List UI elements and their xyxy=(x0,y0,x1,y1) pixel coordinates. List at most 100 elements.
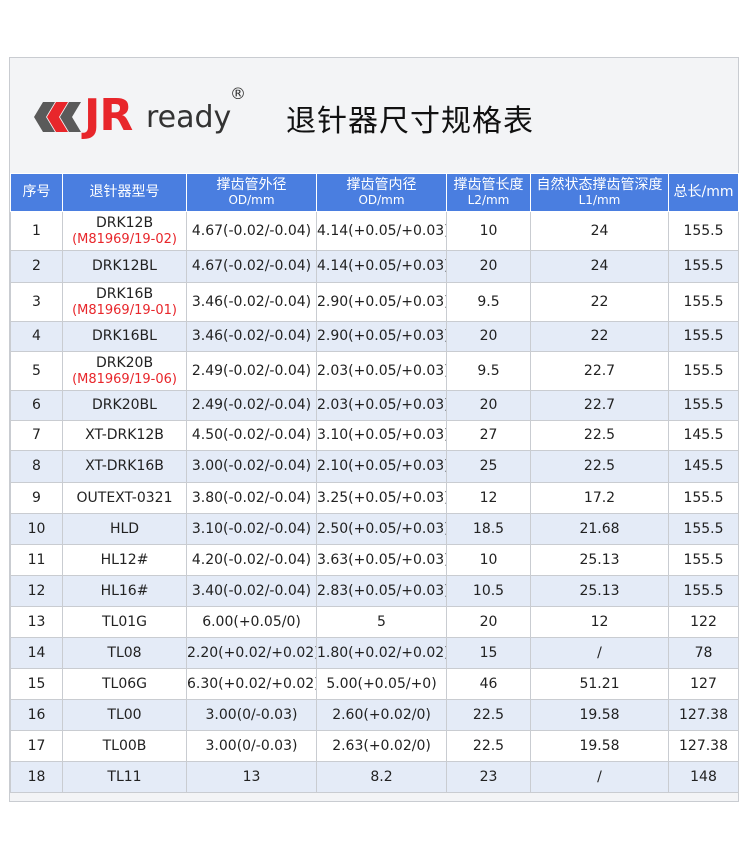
model-mil-spec: (M81969/19-06) xyxy=(72,371,177,387)
column-header: 序号 xyxy=(10,173,63,212)
cell-total: 145.5 xyxy=(668,450,739,483)
cell-id: 8.2 xyxy=(316,761,447,793)
cell-total: 127.38 xyxy=(668,730,739,762)
cell-model: HLD xyxy=(62,513,187,545)
column-header-unit: OD/mm xyxy=(228,193,275,207)
table-row: 11 HL12# 4.20(-0.02/-0.04) 3.63(+0.05/+0.03… xyxy=(10,544,739,576)
cell-od: 3.00(0/-0.03) xyxy=(186,730,317,762)
cell-od: 3.40(-0.02/-0.04) xyxy=(186,575,317,607)
cell-model: XT-DRK16B xyxy=(62,450,187,483)
column-header-unit: OD/mm xyxy=(358,193,405,207)
cell-od: 4.20(-0.02/-0.04) xyxy=(186,544,317,576)
cell-od: 3.00(0/-0.03) xyxy=(186,699,317,731)
column-header-unit: L1/mm xyxy=(578,193,621,207)
cell-od: 3.46(-0.02/-0.04) xyxy=(186,321,317,352)
cell-id: 3.25(+0.05/+0.03) xyxy=(316,482,447,514)
cell-no: 15 xyxy=(10,668,63,700)
model-name: DRK12B xyxy=(95,214,154,231)
cell-l1: 51.21 xyxy=(530,668,669,700)
cell-l1: 22.7 xyxy=(530,351,669,391)
cell-total: 155.5 xyxy=(668,482,739,514)
cell-l2: 22.5 xyxy=(446,699,531,731)
cell-total: 155.5 xyxy=(668,575,739,607)
column-header-label: 总长/mm xyxy=(673,184,734,200)
cell-id: 4.14(+0.05/+0.03) xyxy=(316,250,447,283)
cell-total: 145.5 xyxy=(668,420,739,451)
cell-no: 6 xyxy=(10,390,63,421)
cell-total: 155.5 xyxy=(668,211,739,251)
cell-id: 2.63(+0.02/0) xyxy=(316,730,447,762)
table-row: 17 TL00B 3.00(0/-0.03) 2.63(+0.02/0) 22.5 19.… xyxy=(10,730,739,762)
model-name: TL08 xyxy=(107,644,142,661)
cell-l2: 20 xyxy=(446,321,531,352)
model-name: DRK12BL xyxy=(92,258,157,274)
cell-model: DRK20B (M81969/19-06) xyxy=(62,351,187,391)
model-name: HL16# xyxy=(100,582,149,599)
cell-id: 1.80(+0.02/+0.02) xyxy=(316,637,447,669)
logo-ready-text: ready xyxy=(146,100,232,135)
column-header-label: 撑齿管长度 xyxy=(453,177,524,193)
column-header: 撑齿管内径 OD/mm xyxy=(316,173,447,212)
cell-od: 6.00(+0.05/0) xyxy=(186,606,317,638)
registered-mark: ® xyxy=(230,84,246,103)
cell-total: 155.5 xyxy=(668,321,739,352)
cell-od: 2.49(-0.02/-0.04) xyxy=(186,351,317,391)
page-title: 退针器尺寸规格表 xyxy=(286,104,534,139)
table-body: 1 DRK12B (M81969/19-02) 4.67(-0.02/-0.04) 4.… xyxy=(10,211,739,793)
cell-l1: 24 xyxy=(530,211,669,251)
table-row: 10 HLD 3.10(-0.02/-0.04) 2.50(+0.05/+0.03) 1… xyxy=(10,513,739,545)
model-mil-spec: (M81969/19-02) xyxy=(72,231,177,247)
cell-model: DRK16BL xyxy=(62,321,187,352)
cell-id: 2.10(+0.05/+0.03) xyxy=(316,450,447,483)
logo-jr-text: JR xyxy=(84,90,133,141)
cell-total: 155.5 xyxy=(668,513,739,545)
cell-no: 2 xyxy=(10,250,63,283)
model-name: HL12# xyxy=(100,551,149,568)
cell-total: 155.5 xyxy=(668,250,739,283)
table-row: 15 TL06G 6.30(+0.02/+0.02) 5.00(+0.05/+0) 46… xyxy=(10,668,739,700)
cell-no: 4 xyxy=(10,321,63,352)
cell-l2: 27 xyxy=(446,420,531,451)
cell-id: 3.10(+0.05/+0.03) xyxy=(316,420,447,451)
cell-model: TL00B xyxy=(62,730,187,762)
cell-l2: 9.5 xyxy=(446,282,531,322)
table-row: 18 TL11 13 8.2 23/148 xyxy=(10,761,739,793)
cell-model: TL01G xyxy=(62,606,187,638)
cell-no: 7 xyxy=(10,420,63,451)
cell-od: 4.67(-0.02/-0.04) xyxy=(186,250,317,283)
table-row: 1 DRK12B (M81969/19-02) 4.67(-0.02/-0.04) 4.… xyxy=(10,211,739,251)
model-name: TL01G xyxy=(101,613,147,630)
table-row: 13 TL01G 6.00(+0.05/0) 5 20 12 122 xyxy=(10,606,739,638)
cell-model: XT-DRK12B xyxy=(62,420,187,451)
cell-l2: 12 xyxy=(446,482,531,514)
cell-od: 3.00(-0.02/-0.04) xyxy=(186,450,317,483)
cell-total: 148 xyxy=(668,761,739,793)
cell-l1: 22 xyxy=(530,282,669,322)
cell-no: 5 xyxy=(10,351,63,391)
cell-l1: 24 xyxy=(530,250,669,283)
cell-od: 3.80(-0.02/-0.04) xyxy=(186,482,317,514)
model-name: OUTEXT-0321 xyxy=(76,489,173,506)
model-name: TL11 xyxy=(107,768,142,785)
cell-l1: 17.2 xyxy=(530,482,669,514)
cell-l2: 22.5 xyxy=(446,730,531,762)
column-header: 总长/mm xyxy=(668,173,739,212)
table-row: 9 OUTEXT-0321 3.80(-0.02/-0.04) 3.25(+0.05/… xyxy=(10,482,739,514)
cell-model: HL16# xyxy=(62,575,187,607)
model-name: XT-DRK16B xyxy=(85,458,164,474)
column-header: 自然状态撑齿管深度 L1/mm xyxy=(530,173,669,212)
column-header-label: 序号 xyxy=(22,184,51,200)
cell-l1: 19.58 xyxy=(530,730,669,762)
cell-od: 6.30(+0.02/+0.02) xyxy=(186,668,317,700)
cell-l2: 15 xyxy=(446,637,531,669)
model-name: HLD xyxy=(109,520,140,537)
table-row: 5 DRK20B (M81969/19-06) 2.49(-0.02/-0.04) 2.… xyxy=(10,351,739,391)
cell-l2: 10.5 xyxy=(446,575,531,607)
header: JR ready ® 退针器尺寸规格表 xyxy=(10,58,738,174)
cell-total: 78 xyxy=(668,637,739,669)
cell-l2: 10 xyxy=(446,544,531,576)
cell-l1: 22 xyxy=(530,321,669,352)
cell-no: 3 xyxy=(10,282,63,322)
column-header-label: 撑齿管外径 xyxy=(216,177,287,193)
cell-id: 2.83(+0.05/+0.03) xyxy=(316,575,447,607)
